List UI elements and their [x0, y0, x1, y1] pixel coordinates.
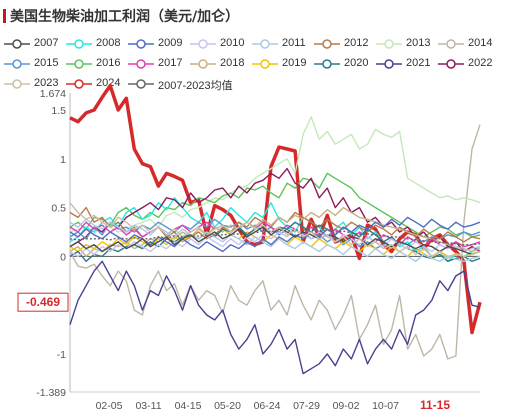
series-line-2023	[69, 202, 481, 260]
x-tick-label: 11-15	[420, 398, 450, 412]
x-tick-label: 07-29	[293, 400, 320, 412]
x-tick-label: 09-02	[333, 400, 360, 412]
legend-marker-icon	[376, 59, 402, 69]
legend-label: 2007	[34, 37, 59, 49]
series-line-2016	[69, 172, 481, 238]
y-tick-label: 0.5	[51, 203, 66, 215]
legend-marker-icon	[314, 39, 340, 49]
title-accent-bar	[3, 9, 6, 23]
series-line-2013	[69, 116, 481, 236]
series-line-2010	[69, 228, 481, 258]
legend-marker-icon	[252, 39, 278, 49]
legend-label: 2023	[34, 77, 59, 89]
last-value-badge	[17, 292, 69, 312]
legend-marker-icon	[4, 59, 30, 69]
legend-marker-icon	[128, 59, 154, 69]
legend-label: 2024	[96, 77, 121, 89]
x-tick-label: 10-07	[372, 400, 399, 412]
legend-label: 2014	[468, 37, 493, 49]
legend-label: 2010	[220, 37, 245, 49]
x-tick-label: 06-24	[254, 400, 281, 412]
legend-marker-icon	[66, 39, 92, 49]
legend-marker-icon	[128, 79, 154, 89]
legend-label: 2021	[406, 57, 431, 69]
series-line-2014	[69, 124, 481, 360]
legend-label: 2009	[158, 37, 183, 49]
legend-label: 2012	[344, 37, 369, 49]
legend-label: 2011	[282, 37, 306, 49]
series-line-2021	[69, 260, 481, 375]
x-tick-label: 04-15	[175, 400, 202, 412]
series-line-2019	[69, 228, 481, 260]
x-tick-label: 03-11	[135, 400, 161, 412]
series-line-2007	[69, 226, 481, 256]
legend-label: 2019	[282, 57, 307, 69]
legend-label: 2013	[406, 37, 431, 49]
legend-marker-icon	[314, 59, 340, 69]
y-tick-label: 1.674	[40, 88, 66, 100]
y-tick-label: 1	[60, 154, 66, 166]
legend-marker-icon	[128, 39, 154, 49]
y-tick-label: 0	[60, 251, 66, 263]
x-tick-label: 05-20	[214, 400, 241, 412]
chart-title-bar: 美国生物柴油加工利润（美元/加仑）	[0, 0, 510, 26]
series-line-2009	[69, 216, 481, 253]
legend-marker-icon	[66, 59, 92, 69]
legend-label: 2016	[96, 57, 121, 69]
chart-title: 美国生物柴油加工利润（美元/加仑）	[10, 9, 240, 25]
legend-marker-icon	[4, 39, 30, 49]
series-line-2022	[69, 167, 481, 253]
legend-marker-icon	[252, 59, 278, 69]
legend-label: 2017	[158, 57, 183, 69]
legend-label: 2007-2023均值	[158, 80, 233, 92]
x-tick-label: 02-05	[96, 400, 123, 412]
series-line-2015	[69, 218, 481, 250]
legend-marker-icon	[438, 59, 464, 69]
y-tick-label: -1.389	[36, 387, 66, 399]
legend-label: 2018	[220, 57, 245, 69]
legend-marker-icon	[438, 39, 464, 49]
last-value-label: -0.469	[26, 295, 60, 309]
legend-marker-icon	[66, 79, 92, 89]
series-line-2007-2023均值	[69, 228, 481, 246]
chart-legend: 2007 2008 2009 2010 2011 2012 2013 2014 2015 2016…	[4, 36, 504, 94]
legend-marker-icon	[376, 39, 402, 49]
legend-marker-icon	[190, 59, 216, 69]
legend-label: 2022	[468, 57, 493, 69]
legend-label: 2020	[344, 57, 369, 69]
legend-label: 2015	[34, 57, 59, 69]
legend-marker-icon	[190, 39, 216, 49]
legend-marker-icon	[4, 79, 30, 89]
y-tick-label: -1	[57, 349, 66, 361]
legend-label: 2008	[96, 37, 121, 49]
y-tick-label: 1.5	[51, 105, 66, 117]
